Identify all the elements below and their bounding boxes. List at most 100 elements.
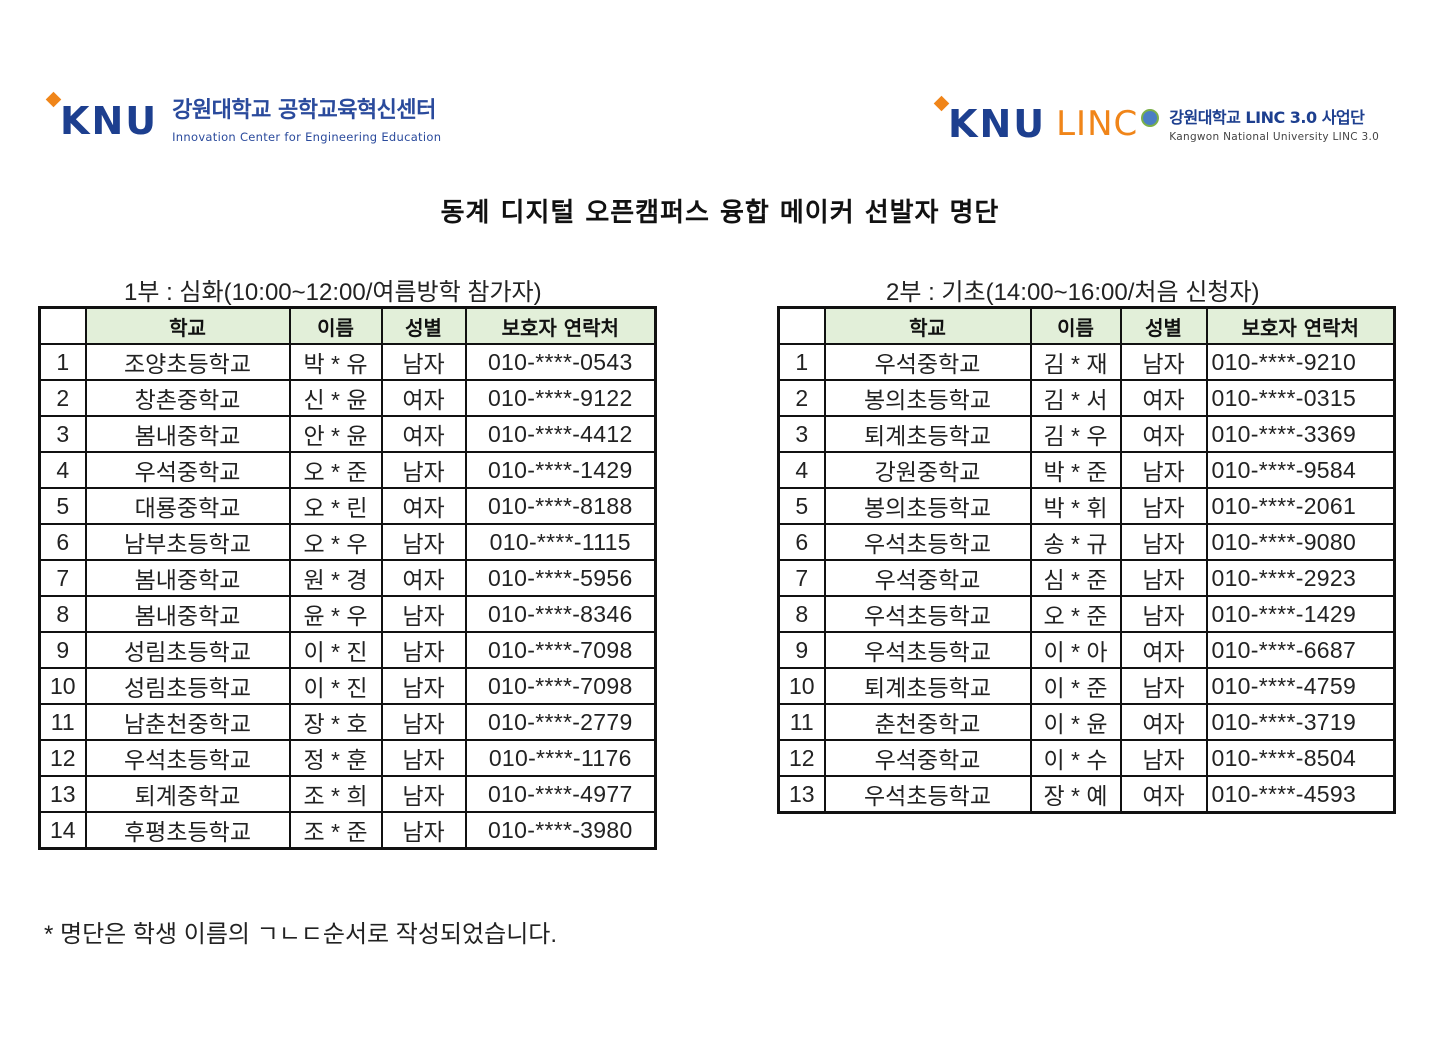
phone-cell: 010-****-4977 <box>464 775 657 813</box>
header-name: 이름 <box>288 306 383 345</box>
row-number: 2 <box>38 379 87 417</box>
logo-korean-name: 강원대학교 LINC 3.0 사업단 <box>1169 107 1365 127</box>
row-number: 1 <box>38 343 87 381</box>
table-row: 10 성림초등학교 이 * 진 남자 010-****-7098 <box>38 667 657 705</box>
name-cell: 조 * 준 <box>288 811 383 850</box>
logo-korean-name: 강원대학교 공학교육혁신센터 <box>172 98 436 123</box>
name-cell: 장 * 호 <box>288 703 383 741</box>
header-gender: 성별 <box>1119 306 1208 345</box>
gender-cell: 남자 <box>380 775 467 813</box>
table-row: 3 퇴계초등학교 김 * 우 여자 010-****-3369 <box>777 415 1396 453</box>
gender-cell: 여자 <box>1119 415 1208 453</box>
table-row: 9 성림초등학교 이 * 진 남자 010-****-7098 <box>38 631 657 669</box>
name-cell: 이 * 진 <box>288 631 383 669</box>
name-cell: 장 * 예 <box>1029 775 1122 814</box>
row-number: 5 <box>777 487 826 525</box>
school-cell: 강원중학교 <box>823 451 1032 489</box>
table-row: 4 강원중학교 박 * 준 남자 010-****-9584 <box>777 451 1396 489</box>
linc-wordmark: LINC <box>1056 104 1139 144</box>
header-name: 이름 <box>1029 306 1122 345</box>
section2-title: 2부 : 기초(14:00~16:00/처음 신청자) <box>886 279 1260 306</box>
section2-table: 학교 이름 성별 보호자 연락처 1 우석중학교 김 * 재 남자 010-****-9… <box>777 306 1396 814</box>
school-cell: 성림초등학교 <box>84 631 291 669</box>
table-row: 11 춘천중학교 이 * 윤 여자 010-****-3719 <box>777 703 1396 741</box>
gender-cell: 남자 <box>1119 487 1208 525</box>
name-cell: 박 * 유 <box>288 343 383 381</box>
name-cell: 이 * 진 <box>288 667 383 705</box>
phone-cell: 010-****-9584 <box>1205 451 1396 489</box>
name-cell: 원 * 경 <box>288 559 383 597</box>
footnote: * 명단은 학생 이름의 ㄱㄴㄷ순서로 작성되었습니다. <box>44 921 558 948</box>
table-row: 13 우석초등학교 장 * 예 여자 010-****-4593 <box>777 775 1396 814</box>
phone-cell: 010-****-8504 <box>1205 739 1396 777</box>
phone-cell: 010-****-8346 <box>464 595 657 633</box>
gender-cell: 남자 <box>1119 559 1208 597</box>
gender-cell: 남자 <box>380 343 467 381</box>
name-cell: 박 * 준 <box>1029 451 1122 489</box>
phone-cell: 010-****-5956 <box>464 559 657 597</box>
gender-cell: 남자 <box>380 811 467 850</box>
table-row: 5 대룡중학교 오 * 린 여자 010-****-8188 <box>38 487 657 525</box>
table-row: 1 우석중학교 김 * 재 남자 010-****-9210 <box>777 343 1396 381</box>
knu-engineering-logo: KNU 강원대학교 공학교육혁신센터 Innovation Center for… <box>45 91 441 144</box>
name-cell: 신 * 윤 <box>288 379 383 417</box>
row-number: 9 <box>38 631 87 669</box>
name-cell: 심 * 준 <box>1029 559 1122 597</box>
table-row: 12 우석초등학교 정 * 훈 남자 010-****-1176 <box>38 739 657 777</box>
gender-cell: 여자 <box>380 379 467 417</box>
header-no <box>777 306 826 345</box>
school-cell: 우석초등학교 <box>823 595 1032 633</box>
table-row: 8 우석초등학교 오 * 준 남자 010-****-1429 <box>777 595 1396 633</box>
phone-cell: 010-****-0543 <box>464 343 657 381</box>
phone-cell: 010-****-3980 <box>464 811 657 850</box>
name-cell: 오 * 준 <box>288 451 383 489</box>
phone-cell: 010-****-1429 <box>464 451 657 489</box>
name-cell: 이 * 수 <box>1029 739 1122 777</box>
phone-cell: 010-****-4412 <box>464 415 657 453</box>
row-number: 3 <box>38 415 87 453</box>
name-cell: 오 * 린 <box>288 487 383 525</box>
gender-cell: 남자 <box>1119 343 1208 381</box>
school-cell: 우석중학교 <box>823 739 1032 777</box>
table-row: 6 우석초등학교 송 * 규 남자 010-****-9080 <box>777 523 1396 561</box>
table-row: 14 후평초등학교 조 * 준 남자 010-****-3980 <box>38 811 657 850</box>
gender-cell: 여자 <box>1119 379 1208 417</box>
phone-cell: 010-****-3719 <box>1205 703 1396 741</box>
school-cell: 남부초등학교 <box>84 523 291 561</box>
row-number: 4 <box>38 451 87 489</box>
row-number: 1 <box>777 343 826 381</box>
school-cell: 춘천중학교 <box>823 703 1032 741</box>
row-number: 6 <box>777 523 826 561</box>
gender-cell: 남자 <box>380 703 467 741</box>
school-cell: 대룡중학교 <box>84 487 291 525</box>
row-number: 7 <box>777 559 826 597</box>
table-row: 2 창촌중학교 신 * 윤 여자 010-****-9122 <box>38 379 657 417</box>
row-number: 8 <box>777 595 826 633</box>
table-header-row: 학교 이름 성별 보호자 연락처 <box>38 306 657 345</box>
section1-table: 학교 이름 성별 보호자 연락처 1 조양초등학교 박 * 유 남자 010-****-… <box>38 306 657 850</box>
gender-cell: 남자 <box>380 739 467 777</box>
school-cell: 우석중학교 <box>823 343 1032 381</box>
name-cell: 이 * 준 <box>1029 667 1122 705</box>
row-number: 11 <box>38 703 87 741</box>
diamond-icon <box>933 95 950 112</box>
name-cell: 정 * 훈 <box>288 739 383 777</box>
header-school: 학교 <box>823 306 1032 345</box>
phone-cell: 010-****-7098 <box>464 631 657 669</box>
phone-cell: 010-****-8188 <box>464 487 657 525</box>
table-row: 7 봄내중학교 원 * 경 여자 010-****-5956 <box>38 559 657 597</box>
header-no <box>38 306 87 345</box>
row-number: 2 <box>777 379 826 417</box>
phone-cell: 010-****-6687 <box>1205 631 1396 669</box>
phone-cell: 010-****-4593 <box>1205 775 1396 814</box>
phone-cell: 010-****-9080 <box>1205 523 1396 561</box>
name-cell: 이 * 아 <box>1029 631 1122 669</box>
school-cell: 봉의초등학교 <box>823 487 1032 525</box>
gender-cell: 여자 <box>380 487 467 525</box>
table-row: 6 남부초등학교 오 * 우 남자 010-****-1115 <box>38 523 657 561</box>
phone-cell: 010-****-3369 <box>1205 415 1396 453</box>
gender-cell: 여자 <box>1119 775 1208 814</box>
gender-cell: 여자 <box>1119 631 1208 669</box>
phone-cell: 010-****-1429 <box>1205 595 1396 633</box>
gender-cell: 남자 <box>380 523 467 561</box>
